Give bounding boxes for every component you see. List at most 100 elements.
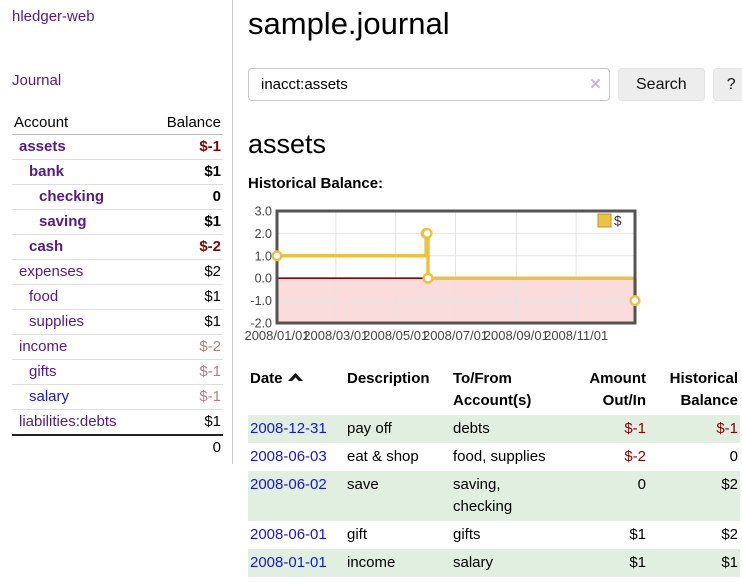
clear-search-icon[interactable]: × [589, 73, 601, 95]
register-amount: $-2 [624, 448, 646, 465]
register-date-link[interactable]: 2008-06-03 [250, 448, 327, 465]
sidebar-nav: Journal [12, 72, 232, 90]
y-tick-label: 1.0 [255, 249, 272, 263]
register-accounts: debts [453, 420, 490, 437]
register-accounts: saving, checking [453, 476, 513, 515]
sidebar-account-income[interactable]: income [19, 338, 68, 355]
register-row: 2008-06-01 gift gifts $1 $2 [248, 521, 740, 549]
sidebar-item-journal[interactable]: Journal [12, 72, 62, 89]
register-col-to-from: To/From Account(s) [453, 370, 532, 409]
y-tick-label: 2.0 [255, 227, 272, 241]
sidebar-account-assets[interactable]: assets [19, 138, 66, 155]
register-description: save [347, 476, 379, 493]
data-point-marker [629, 295, 641, 307]
register-row: 2008-01-01 income salary $1 $1 [248, 549, 740, 577]
register-date-link[interactable]: 2008-06-02 [250, 476, 327, 493]
account-row: checking 0 [12, 184, 223, 210]
legend-label: $ [614, 214, 622, 229]
account-row: salary $-1 [12, 384, 223, 410]
sidebar-account-cash[interactable]: cash [29, 238, 64, 255]
account-balance: $1 [148, 284, 223, 310]
chart-title: Historical Balance: [248, 175, 384, 192]
register-balance: $-1 [716, 420, 738, 437]
accounts-total-row: 0 [12, 434, 223, 460]
account-balance: 0 [148, 184, 223, 210]
sidebar-account-food[interactable]: food [29, 288, 59, 305]
y-tick-label: 3.0 [255, 205, 272, 219]
register-col-historical: Historical Balance [669, 370, 738, 409]
register-accounts: food, supplies [453, 448, 546, 465]
historical-balance-chart: $3.0 2.0 1.0 0.0 -1.0 -2.0 2008/01/01 2008/03/0… [244, 203, 742, 347]
account-row: supplies $1 [12, 309, 223, 335]
search-button[interactable]: Search [618, 68, 705, 101]
register-col-description: Description [347, 370, 430, 387]
account-balance: $-2 [148, 334, 223, 360]
x-tick-label: 2008/11/01 [544, 328, 608, 343]
register-balance: $1 [721, 554, 738, 571]
accounts-header-balance: Balance [148, 111, 223, 135]
sidebar-account-saving[interactable]: saving [39, 213, 87, 230]
account-row: assets $-1 [12, 135, 223, 160]
help-button[interactable]: ? [712, 68, 742, 101]
account-balance: $1 [148, 409, 223, 435]
accounts-table: Account Balance assets $-1 bank $1 checking 0… [12, 111, 223, 460]
register-balance: 0 [729, 448, 738, 465]
account-balance: $1 [148, 209, 223, 235]
register-date-link[interactable]: 2008-06-01 [250, 526, 327, 543]
sort-ascending-icon [287, 373, 303, 381]
register-amount: $1 [629, 526, 646, 543]
search-input[interactable] [248, 68, 610, 101]
sidebar-account-bank[interactable]: bank [29, 163, 65, 180]
register-balance: $2 [721, 526, 738, 543]
register-col-amount: Amount Out/In [589, 370, 646, 409]
y-tick-label: 0.0 [255, 272, 272, 286]
register-amount: $-1 [624, 420, 646, 437]
register-description: pay off [347, 420, 392, 437]
sidebar-account-expenses[interactable]: expenses [19, 263, 84, 280]
account-heading: assets [248, 129, 327, 159]
account-balance: $-1 [148, 359, 223, 385]
search-form: × Search ? [248, 68, 742, 101]
app-title-link[interactable]: hledger-web [12, 8, 95, 25]
register-amount: 0 [637, 476, 646, 493]
register-accounts: salary [453, 554, 494, 571]
sidebar-account-gifts[interactable]: gifts [29, 363, 57, 380]
data-point-marker [422, 272, 434, 284]
y-tick-label: -1.0 [250, 294, 272, 308]
register-accounts: gifts [453, 526, 481, 543]
x-tick-label: 2008/03/01 [303, 328, 368, 343]
account-balance: $-1 [199, 138, 221, 155]
register-date-link[interactable]: 2008-01-01 [250, 554, 327, 571]
plot-border [275, 209, 637, 325]
register-balance: $2 [721, 476, 738, 493]
register-description: gift [347, 526, 368, 543]
account-balance: $-1 [148, 384, 223, 410]
sidebar: hledger-web Journal Account Balance asse… [0, 0, 233, 464]
account-row: expenses $2 [12, 259, 223, 285]
sidebar-account-checking[interactable]: checking [39, 188, 105, 205]
x-tick-label: 2008/05/01 [363, 328, 428, 343]
sidebar-account-salary[interactable]: salary [29, 388, 70, 405]
register-row: 2008-12-31 pay off debts $-1 $-1 [248, 415, 740, 443]
accounts-total-balance: 0 [148, 434, 223, 460]
register-date-link[interactable]: 2008-12-31 [250, 420, 327, 437]
register-col-date[interactable]: Date [248, 365, 345, 415]
y-tick-label: -2.0 [250, 317, 272, 331]
page-title: sample.journal [248, 6, 450, 41]
account-row: food $1 [12, 284, 223, 310]
sidebar-account-liabilities-debts[interactable]: liabilities:debts [19, 413, 117, 430]
sidebar-account-supplies[interactable]: supplies [29, 313, 85, 330]
data-point-marker [271, 250, 283, 262]
x-tick-label: 2008/07/01 [423, 328, 488, 343]
account-balance: $1 [148, 159, 223, 185]
account-row: saving $1 [12, 209, 223, 235]
account-row: liabilities:debts $1 [12, 409, 223, 435]
account-row: income $-2 [12, 334, 223, 360]
account-row: bank $1 [12, 159, 223, 185]
account-row: cash $-2 [12, 234, 223, 260]
accounts-header-account: Account [12, 111, 149, 135]
register-row: 2008-06-03 eat & shop food, supplies $-2 0 [248, 443, 740, 471]
account-balance: $2 [148, 259, 223, 285]
account-balance: $-2 [148, 234, 223, 260]
